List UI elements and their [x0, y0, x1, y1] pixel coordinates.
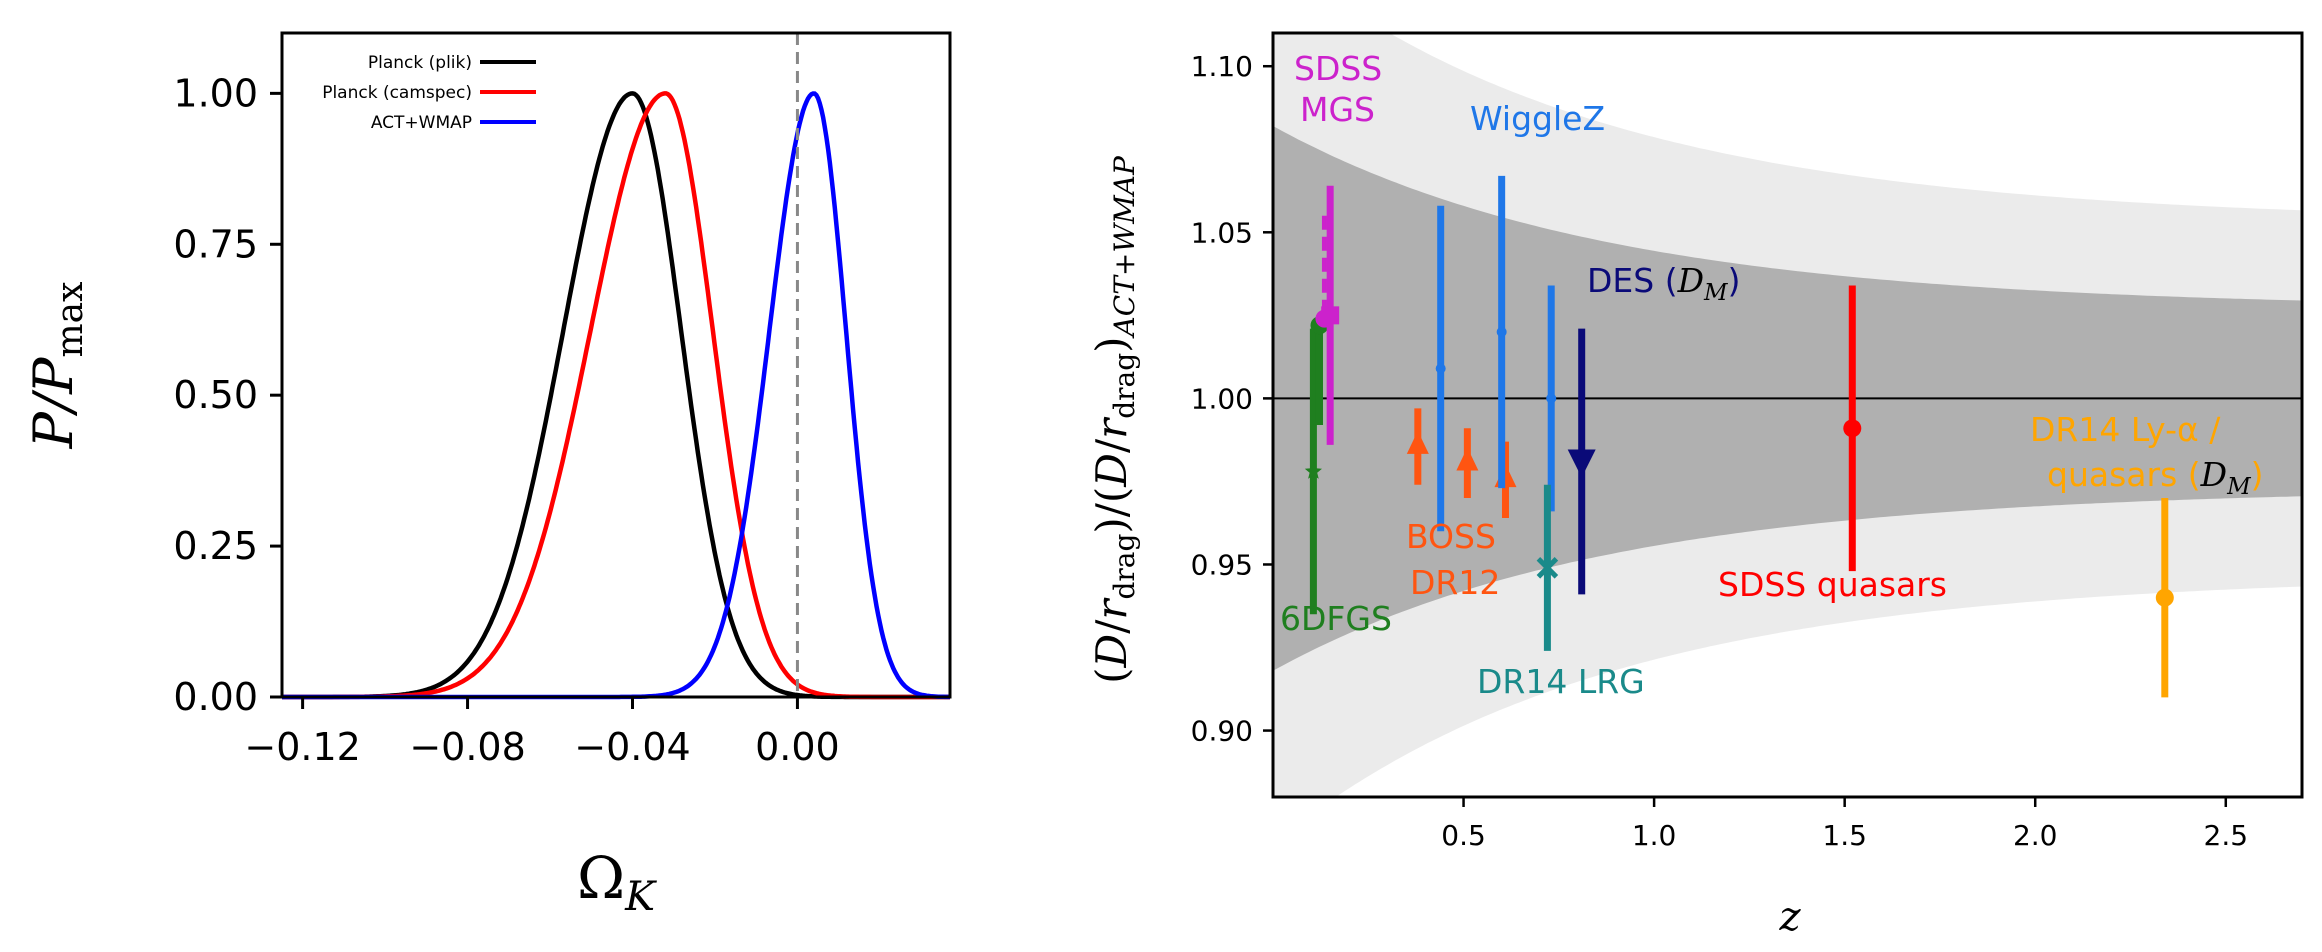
left-y-tick-label: 0.00 [173, 675, 258, 719]
omega-k-posterior-panel: −0.12 −0.08 −0.04 0.00 0.00 0.25 0.50 0.75 1.00… [22, 31, 952, 920]
label-boss-line1: BOSS [1406, 517, 1496, 556]
label-sdss-quasars: SDSS quasars [1718, 565, 1947, 604]
right-x-tick-label: 0.5 [1441, 819, 1486, 852]
measurement-boss-dr12-4 [1406, 408, 1429, 485]
right-x-ticks: 0.5 1.0 1.5 2.0 2.5 [1441, 797, 2248, 852]
right-y-ticks: 0.90 0.95 1.00 1.05 1.10 [1191, 50, 1273, 748]
label-des-prefix: DES ( [1587, 261, 1678, 300]
label-boss-line2: DR12 [1410, 563, 1500, 602]
left-x-axis-label: ΩK [577, 844, 657, 920]
left-y-tick-label: 0.50 [173, 373, 258, 417]
right-y-axis-label: (D/rdrag)/(D/rdrag)ACT+WMAP [1087, 155, 1141, 684]
label-sdss-mgs-line1: SDSS [1294, 49, 1382, 88]
left-x-tick-label: −0.04 [574, 725, 690, 769]
legend: Planck (plik) Planck (camspec) ACT+WMAP [322, 53, 536, 133]
measurement-sdss-quasars-12 [1843, 285, 1862, 572]
label-6dfgs: 6DFGS [1280, 599, 1392, 638]
right-x-tick-label: 2.5 [2204, 819, 2249, 852]
legend-label-camspec: Planck (camspec) [322, 83, 472, 103]
measurement-dr14-ly-quasars-d-m--13 [2155, 498, 2174, 698]
left-y-ticks: 0.00 0.25 0.50 0.75 1.00 [173, 71, 282, 719]
legend-label-plik: Planck (plik) [368, 53, 472, 73]
label-lya-line1: DR14 Ly-α / [2030, 410, 2221, 449]
label-dr14-lrg: DR14 LRG [1477, 662, 1645, 701]
left-plot-frame [280, 31, 952, 699]
measurement-sdss-mgs-3 [1321, 185, 1340, 445]
measurement-des-d-m--11 [1567, 328, 1596, 595]
right-plot-frame [1271, 31, 2304, 799]
right-y-tick-label: 1.00 [1191, 382, 1253, 415]
label-sdss-mgs-line2: MGS [1300, 90, 1375, 129]
measurement-wigglez-9 [1546, 285, 1557, 512]
left-y-axis-label: P/Pmax [22, 282, 91, 450]
label-lya-prefix: quasars ( [2047, 455, 2201, 494]
label-lya-line2: quasars (DM) [2047, 455, 2264, 500]
label-des: DES (DM) [1587, 261, 1740, 306]
measurement-6dfgs-0 [1304, 328, 1322, 615]
label-des-symbol: D [1677, 261, 1704, 300]
legend-label-actwmap: ACT+WMAP [371, 113, 472, 133]
label-lya-subscript: M [2226, 474, 2252, 500]
posterior-curve-2 [282, 91, 950, 700]
right-x-tick-label: 1.0 [1632, 819, 1677, 852]
label-wigglez: WiggleZ [1470, 99, 1605, 138]
label-des-subscript: M [1703, 280, 1729, 306]
label-des-suffix: ) [1728, 261, 1741, 300]
bao-measurements [1304, 175, 2174, 698]
left-y-tick-label: 0.75 [173, 222, 258, 266]
right-x-tick-label: 2.0 [2013, 819, 2058, 852]
label-lya-symbol: D [2200, 455, 2227, 494]
left-x-tick-label: 0.00 [755, 725, 840, 769]
left-x-ticks: −0.12 −0.08 −0.04 0.00 [244, 697, 840, 769]
measurement-boss-dr12-5 [1456, 428, 1479, 499]
posterior-curves [282, 91, 950, 700]
left-x-tick-label: −0.08 [409, 725, 525, 769]
right-y-tick-label: 1.05 [1191, 216, 1253, 249]
right-x-axis-label: z [1778, 894, 1801, 940]
right-x-tick-label: 1.5 [1822, 819, 1867, 852]
left-x-tick-label: −0.12 [244, 725, 360, 769]
right-y-tick-label: 1.10 [1191, 50, 1253, 83]
right-y-tick-label: 0.90 [1191, 715, 1253, 748]
label-lya-suffix: ) [2251, 455, 2264, 494]
measurement-wigglez-8 [1496, 175, 1507, 489]
left-y-tick-label: 1.00 [173, 71, 258, 115]
left-y-tick-label: 0.25 [173, 524, 258, 568]
measurement-dr14-lrg-10 [1536, 484, 1559, 651]
bao-distance-ratio-panel: 0.5 1.0 1.5 2.0 2.5 0.90 0.95 1.00 1.05 1.10 SDS… [1087, 31, 2304, 940]
measurement-wigglez-7 [1435, 205, 1446, 532]
right-y-tick-label: 0.95 [1191, 548, 1253, 581]
